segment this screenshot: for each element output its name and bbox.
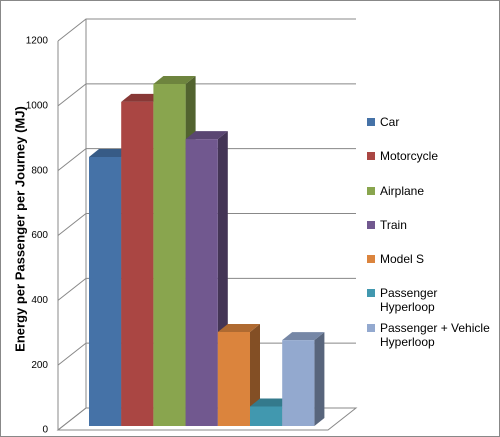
bar-front: [153, 84, 186, 427]
bar-front: [250, 406, 283, 426]
bar-top: [89, 148, 132, 157]
y-tick-label: 1000: [26, 100, 49, 111]
grid-line: [57, 83, 356, 107]
legend-item: Passenger Hyperloop: [367, 286, 495, 320]
legend-label: Model S: [380, 252, 425, 267]
legend-swatch: [367, 220, 375, 229]
legend-label: Car: [380, 115, 400, 129]
legend-label: Passenger Hyperloop: [380, 286, 438, 315]
legend-swatch: [367, 186, 375, 195]
bar-top: [121, 93, 164, 102]
bar-top: [185, 131, 228, 140]
legend-item: Airplane: [367, 184, 495, 218]
legend-label: Airplane: [380, 183, 425, 198]
bar-front: [121, 101, 154, 426]
legend-item: Model S: [367, 252, 495, 286]
bar-front: [89, 156, 122, 427]
bar-top: [153, 76, 196, 85]
bar-side: [314, 332, 325, 426]
bar-front: [217, 331, 250, 426]
grid-line: [57, 277, 356, 301]
bar-front: [185, 139, 218, 427]
grid-line: [57, 342, 356, 366]
legend-swatch: [367, 323, 375, 332]
grid-line: [57, 18, 356, 42]
legend-item: Passenger + Vehicle Hyperloop: [367, 321, 495, 355]
grid-line: [57, 148, 356, 172]
bar-top: [217, 323, 260, 332]
legend-swatch: [367, 255, 375, 264]
legend: Car Motorcycle Airplane Train Model S Passeng…: [367, 115, 495, 355]
legend-swatch: [367, 152, 375, 161]
grid-line: [57, 213, 356, 236]
legend-item: Car: [367, 115, 495, 149]
bar-front: [282, 340, 315, 426]
y-tick-label: 600: [31, 230, 48, 241]
y-tick-label: 200: [31, 360, 48, 371]
y-tick-label: 0: [42, 425, 48, 436]
legend-label: Motorcycle: [380, 149, 439, 164]
legend-label: Passenger + Vehicle Hyperloop: [380, 320, 490, 349]
y-tick-label: 800: [31, 165, 48, 176]
legend-swatch: [367, 118, 375, 126]
bar-top: [250, 398, 293, 407]
bar: [282, 332, 325, 426]
bar: [217, 323, 260, 426]
y-axis-label: Energy per Passenger per Journey (MJ): [12, 106, 27, 352]
y-tick-label: 400: [31, 295, 48, 306]
legend-label: Train: [380, 217, 407, 232]
legend-swatch: [367, 289, 375, 298]
legend-item: Motorcycle: [367, 149, 495, 183]
bar-side: [250, 323, 260, 426]
y-tick-label: 1200: [26, 36, 49, 47]
legend-item: Train: [367, 218, 495, 252]
bar-top: [282, 332, 325, 341]
